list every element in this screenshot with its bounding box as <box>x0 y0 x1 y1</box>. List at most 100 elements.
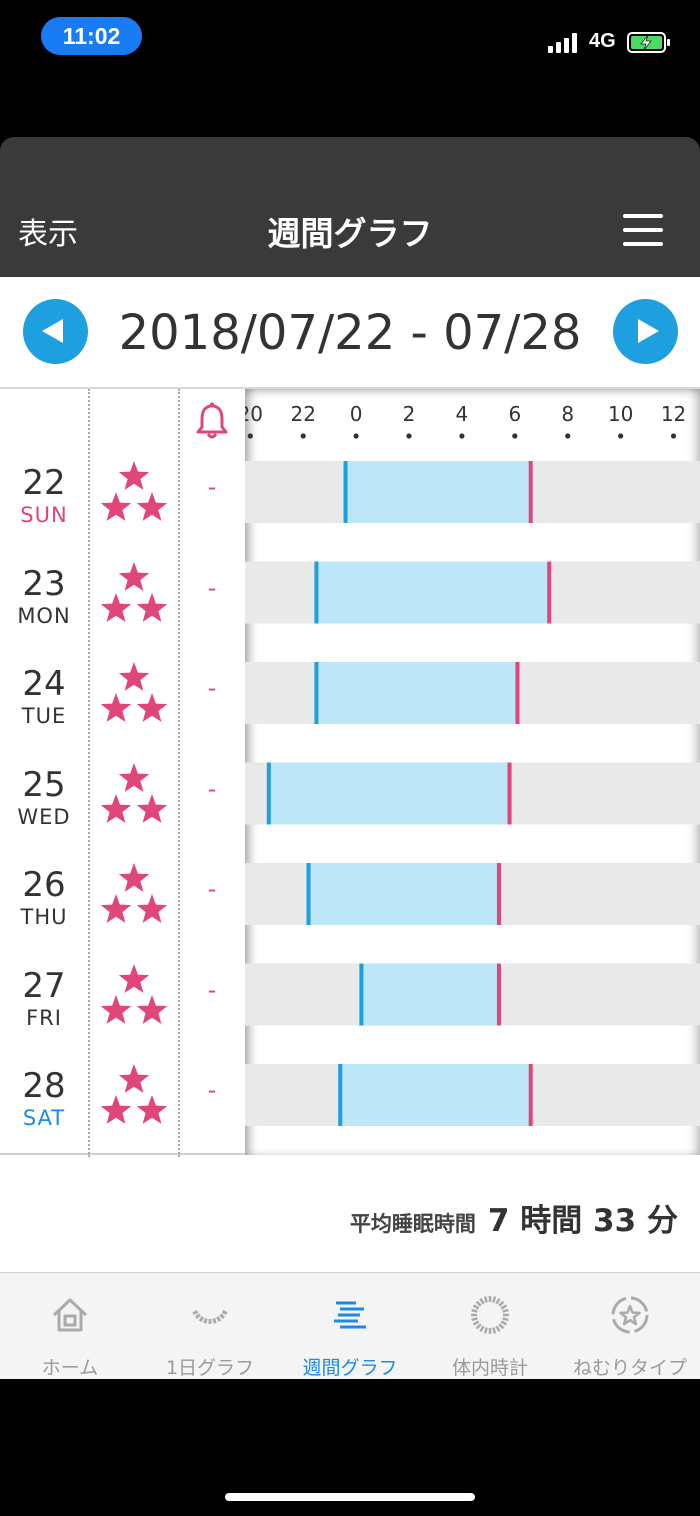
wake-end-marker <box>547 561 552 624</box>
star-icon <box>100 894 132 923</box>
alarm-value: - <box>207 1076 217 1104</box>
average-sleep-value: 7 時間 33 分 <box>487 1203 678 1239</box>
home-icon <box>52 1298 88 1332</box>
sleep-bar[interactable] <box>316 662 518 724</box>
hamburger-icon[interactable] <box>623 214 663 246</box>
wake-end-marker <box>496 863 501 925</box>
tab-body-clock[interactable]: 体内時計 <box>420 1273 560 1379</box>
wake-end-marker <box>507 762 512 825</box>
axis-tick-label: 22 <box>290 402 315 426</box>
tab-label: ねむりタイプ <box>572 1357 687 1379</box>
tab-label: 体内時計 <box>451 1357 528 1379</box>
sleep-start-marker <box>266 762 271 825</box>
sleep-bar[interactable] <box>308 863 499 925</box>
day-row[interactable]: 28 SAT - <box>0 1064 245 1164</box>
day-number: 24 <box>22 664 66 704</box>
tab-daily-graph[interactable]: 1日グラフ <box>140 1273 280 1379</box>
day-row[interactable]: 23 MON - <box>0 561 245 662</box>
star-rating <box>100 963 168 1024</box>
date-range-label: 2018/07/22 - 07/28 <box>118 305 582 361</box>
star-icon <box>136 994 168 1024</box>
star-icon <box>100 592 132 622</box>
star-icon <box>100 492 132 521</box>
alarm-value: - <box>207 674 217 702</box>
sleep-bar[interactable] <box>316 561 550 624</box>
axis-tick-dot <box>247 433 253 439</box>
bell-icon <box>196 402 228 439</box>
day-number: 27 <box>22 965 66 1006</box>
axis-tick-dot <box>300 433 306 439</box>
wake-end-marker <box>528 461 533 523</box>
alarm-value: - <box>207 875 217 903</box>
status-time: 11:02 <box>41 17 142 55</box>
tab-weekly-graph[interactable]: 週間グラフ <box>280 1273 420 1379</box>
day-weekday: SAT <box>22 1106 66 1130</box>
star-rating <box>100 1064 168 1124</box>
sleep-start-marker <box>314 662 319 724</box>
axis-tick-dot <box>353 433 359 439</box>
axis-tick-dot <box>618 433 624 439</box>
axis-tick-label: 12 <box>661 402 686 426</box>
chevron-right-icon[interactable] <box>613 299 678 364</box>
axis-tick-dot <box>459 433 465 439</box>
day-weekday: FRI <box>26 1005 62 1030</box>
alarm-value: - <box>207 774 217 803</box>
tab-bar: ホーム 1日グラフ 週間グラフ 体内時計 ねむりタイプ <box>0 1272 700 1379</box>
tab-home[interactable]: ホーム <box>0 1273 140 1379</box>
axis-tick-dot <box>565 433 571 439</box>
star-icon <box>100 793 132 823</box>
axis-tick-label: 0 <box>350 402 363 426</box>
sleep-bar[interactable] <box>361 963 499 1026</box>
axis-tick-label: 6 <box>508 402 521 426</box>
alarm-value: - <box>207 573 217 602</box>
average-sleep-label: 平均睡眠時間 <box>349 1212 476 1236</box>
star-icon <box>118 662 150 691</box>
day-row[interactable]: 25 WED - <box>0 762 245 863</box>
day-number: 25 <box>22 764 66 805</box>
tab-label: ホーム <box>41 1357 99 1379</box>
star-icon <box>136 492 168 521</box>
star-icon <box>136 793 168 823</box>
star-rating <box>100 863 168 923</box>
weekly-sleep-table: 2022024681012 22SUN-23MON-24TUE-25WED-26… <box>0 387 700 1157</box>
day-number: 23 <box>22 563 66 604</box>
axis-tick-label: 10 <box>608 402 633 426</box>
alarm-value: - <box>207 975 217 1004</box>
axis-tick-label: 2 <box>403 402 416 426</box>
star-icon <box>118 1064 150 1093</box>
day-row[interactable]: 24 TUE - <box>0 662 245 762</box>
day-weekday: MON <box>17 603 71 628</box>
tab-sleep-type[interactable]: ねむりタイプ <box>560 1273 700 1379</box>
day-number: 28 <box>22 1066 66 1106</box>
axis-tick-label: 20 <box>245 402 263 426</box>
column-divider <box>178 389 180 1157</box>
wake-end-marker <box>515 662 520 724</box>
day-weekday: TUE <box>21 704 67 728</box>
star-icon <box>118 963 150 993</box>
display-button[interactable]: 表示 <box>18 217 78 252</box>
star-icon <box>136 693 168 722</box>
day-row[interactable]: 22 SUN - <box>0 461 245 561</box>
day-row[interactable]: 27 FRI - <box>0 963 245 1064</box>
average-sleep: 平均睡眠時間 7 時間 33 分 <box>350 1195 678 1240</box>
star-icon <box>118 762 150 792</box>
sleep-bar[interactable] <box>340 1064 531 1126</box>
star-icon <box>136 592 168 622</box>
axis-tick-dot <box>670 433 677 439</box>
weekly-graph-icon <box>334 1301 366 1329</box>
chevron-left-icon[interactable] <box>23 299 88 364</box>
date-navigator: 2018/07/22 - 07/28 <box>0 277 700 387</box>
sleep-chart: 20 22 0 2 4 6 8 10 12 <box>245 389 700 1155</box>
day-weekday: SUN <box>20 503 68 527</box>
sleep-bar[interactable] <box>268 762 510 825</box>
page-title: 週間グラフ <box>267 214 433 253</box>
day-row[interactable]: 26 THU - <box>0 863 245 963</box>
tab-label: 週間グラフ <box>302 1357 398 1379</box>
main-content: 2018/07/22 - 07/28 2022024681012 22SUN-2… <box>0 277 700 1379</box>
day-weekday: WED <box>17 804 71 829</box>
sleep-start-marker <box>343 461 348 523</box>
sleep-bar[interactable] <box>345 461 531 523</box>
sleep-start-marker <box>314 561 319 624</box>
app-header: 表示 週間グラフ <box>0 137 700 277</box>
body-clock-icon <box>471 1296 509 1334</box>
